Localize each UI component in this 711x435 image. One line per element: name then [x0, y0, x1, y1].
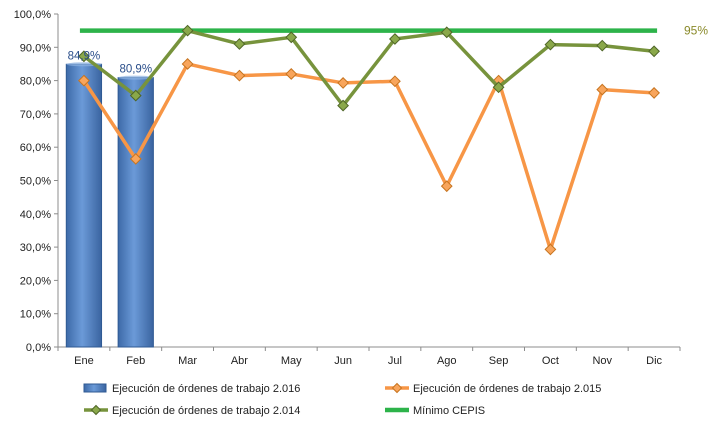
- bar-top-highlight: [118, 75, 154, 80]
- x-tick-label: Mar: [178, 355, 197, 367]
- series-point: [285, 31, 298, 44]
- y-tick-label: 40,0%: [20, 209, 51, 221]
- y-tick-label: 90,0%: [20, 42, 51, 54]
- series-point: [129, 89, 142, 102]
- x-tick-label: Oct: [542, 355, 559, 367]
- y-tick-label: 80,0%: [20, 76, 51, 88]
- series-point: [233, 38, 246, 50]
- x-tick-label: Jun: [334, 355, 352, 367]
- series-line: [82, 62, 655, 252]
- series-point: [544, 38, 557, 51]
- reference-label: 95%: [684, 24, 708, 38]
- series-point: [440, 26, 453, 39]
- legend-label: Ejecución de órdenes de trabajo 2.016: [112, 383, 300, 395]
- x-tick-label: Dic: [646, 355, 662, 367]
- y-tick-label: 70,0%: [20, 109, 51, 121]
- y-tick-label: 10,0%: [20, 309, 51, 321]
- y-tick-label: 0,0%: [26, 342, 51, 354]
- series-point: [596, 39, 609, 52]
- y-tick-label: 20,0%: [20, 275, 51, 287]
- series-line: [82, 28, 655, 108]
- series-point: [492, 81, 505, 94]
- x-tick-label: Sep: [489, 355, 509, 367]
- bar-data-label: 80,9%: [119, 64, 152, 76]
- legend-marker: [391, 382, 403, 394]
- series-point: [389, 33, 401, 45]
- series-point: [181, 24, 194, 37]
- series-point: [181, 58, 194, 70]
- bar: [117, 77, 154, 348]
- legend: Ejecución de órdenes de trabajo 2.016 Eje…: [83, 382, 601, 417]
- series-point: [337, 99, 349, 112]
- series-point: [78, 74, 90, 87]
- series-point: [596, 83, 609, 96]
- y-tick-label: 60,0%: [20, 142, 51, 154]
- series-point: [648, 87, 660, 99]
- series-point: [285, 68, 298, 80]
- bar-series: [65, 62, 154, 348]
- x-tick-label: Feb: [126, 355, 145, 367]
- legend-marker: [90, 404, 102, 416]
- x-tick-label: May: [281, 355, 302, 367]
- legend-swatch: [83, 383, 107, 393]
- legend-label: Ejecución de órdenes de trabajo 2.015: [413, 383, 601, 395]
- x-tick-label: Nov: [592, 355, 612, 367]
- x-tick-label: Jul: [388, 355, 402, 367]
- y-tick-label: 50,0%: [20, 176, 51, 188]
- series-point: [337, 77, 349, 89]
- series-point: [544, 243, 557, 256]
- legend-label: Ejecución de órdenes de trabajo 2.014: [112, 405, 300, 417]
- series-point: [78, 50, 90, 63]
- line-series: [78, 24, 660, 256]
- series-point: [129, 152, 142, 165]
- bar: [65, 63, 103, 348]
- y-tick-label: 30,0%: [20, 242, 51, 254]
- legend-label: Mínimo CEPIS: [413, 405, 485, 417]
- series-point: [440, 180, 453, 193]
- series-point: [233, 69, 246, 82]
- series-point: [648, 45, 660, 58]
- x-tick-label: Ago: [437, 355, 457, 367]
- x-tick-label: Ene: [74, 355, 94, 367]
- series-point: [389, 75, 401, 88]
- y-tick-label: 100,0%: [14, 9, 52, 21]
- x-tick-label: Abr: [231, 355, 248, 367]
- axes: 0,0% 10,0% 20,0% 30,0% 40,0% 50,0% 60,0% 70,0% 8…: [14, 9, 681, 367]
- data-labels: 84,9% 80,9% 95%: [68, 24, 709, 76]
- bar-data-label: 84,9%: [68, 50, 101, 62]
